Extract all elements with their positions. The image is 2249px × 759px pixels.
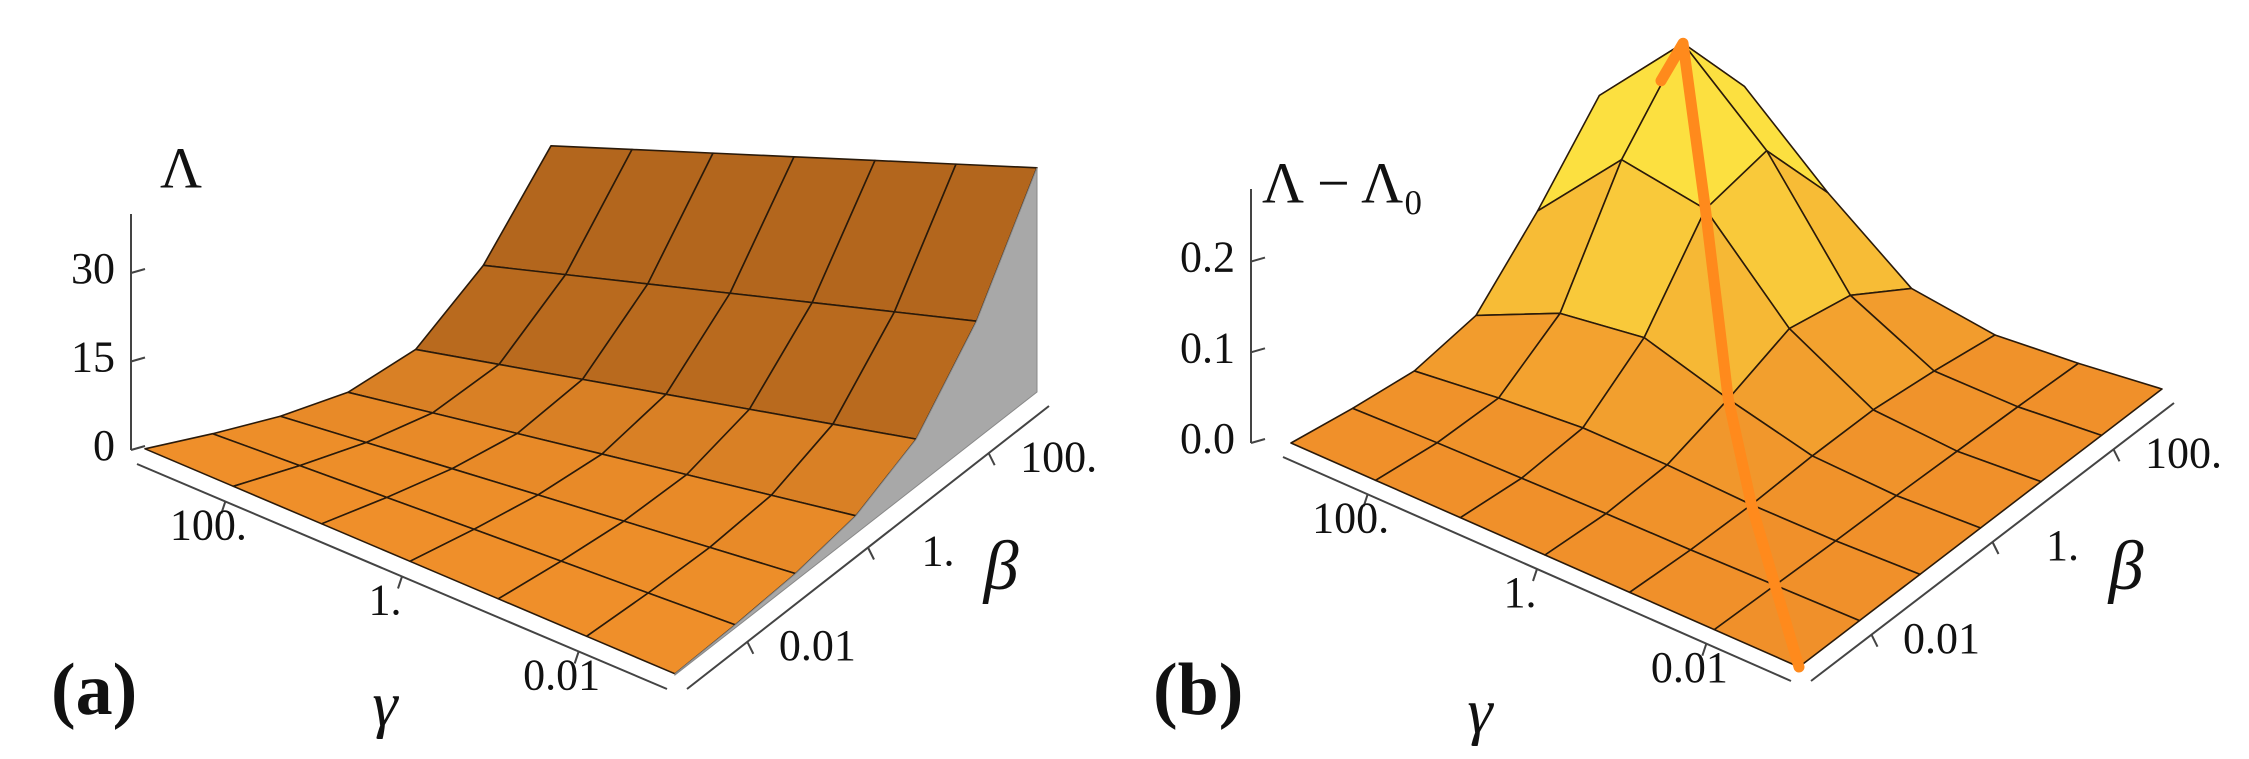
x-tick xyxy=(573,651,580,664)
x-tick xyxy=(1362,494,1369,507)
x-tick-label: 1. xyxy=(1504,568,1537,617)
x-tick-label: 100. xyxy=(170,501,247,550)
y-tick xyxy=(2112,448,2121,462)
z-tick xyxy=(1250,347,1266,354)
shadow-wall xyxy=(674,167,1038,677)
z-tick-label: 0 xyxy=(93,421,115,470)
z-tick-label: 15 xyxy=(71,333,115,382)
y-tick-label: 100. xyxy=(2145,428,2222,477)
y-tick xyxy=(1870,634,1879,648)
panel-label: (b) xyxy=(1153,649,1243,731)
x-tick-label: 0.01 xyxy=(523,651,600,700)
z-tick xyxy=(1250,438,1266,444)
y-tick xyxy=(987,452,996,466)
y-axis-label: β xyxy=(982,528,1019,605)
panel: 100. 1. 0.01 0.01 1. 100. 0.0 0.1 0.2 Λ − Λ₀ γ β (b) xyxy=(1153,37,2222,747)
z-axis-label: Λ − Λ₀ xyxy=(1262,150,1423,215)
y-tick-label: 100. xyxy=(1020,432,1097,481)
y-tick xyxy=(1991,541,2000,555)
x-tick-label: 100. xyxy=(1312,493,1389,542)
y-axis-label: β xyxy=(2107,528,2144,605)
panel: 100. 1. 0.01 0.01 1. 100. 0 15 30 Λγ β (a) xyxy=(51,135,1097,739)
diagonal-line xyxy=(1655,37,1805,673)
y-tick xyxy=(867,547,875,560)
x-axis-label: γ xyxy=(372,669,399,740)
z-axis-label: Λ xyxy=(160,135,202,200)
z-tick-label: 0.1 xyxy=(1180,323,1235,372)
z-tick xyxy=(130,268,146,274)
y-tick-label: 0.01 xyxy=(779,621,856,670)
z-tick-label: 0.0 xyxy=(1180,414,1235,463)
x-tick xyxy=(397,576,403,589)
x-tick-label: 1. xyxy=(369,576,402,625)
y-tick-label: 1. xyxy=(2046,521,2079,570)
x-tick-label: 0.01 xyxy=(1651,643,1728,692)
x-tick xyxy=(1532,568,1538,582)
z-tick xyxy=(1250,256,1266,263)
z-tick xyxy=(130,356,146,363)
panel-label: (a) xyxy=(51,649,137,731)
z-tick-label: 0.2 xyxy=(1180,233,1235,282)
x-tick xyxy=(1701,643,1708,656)
y-tick xyxy=(746,641,755,655)
y-tick-label: 1. xyxy=(922,527,955,576)
x-axis-label: γ xyxy=(1467,676,1494,747)
z-tick xyxy=(130,445,146,451)
y-tick-label: 0.01 xyxy=(1903,614,1980,663)
x-tick xyxy=(220,501,227,514)
z-tick-label: 30 xyxy=(71,244,115,293)
